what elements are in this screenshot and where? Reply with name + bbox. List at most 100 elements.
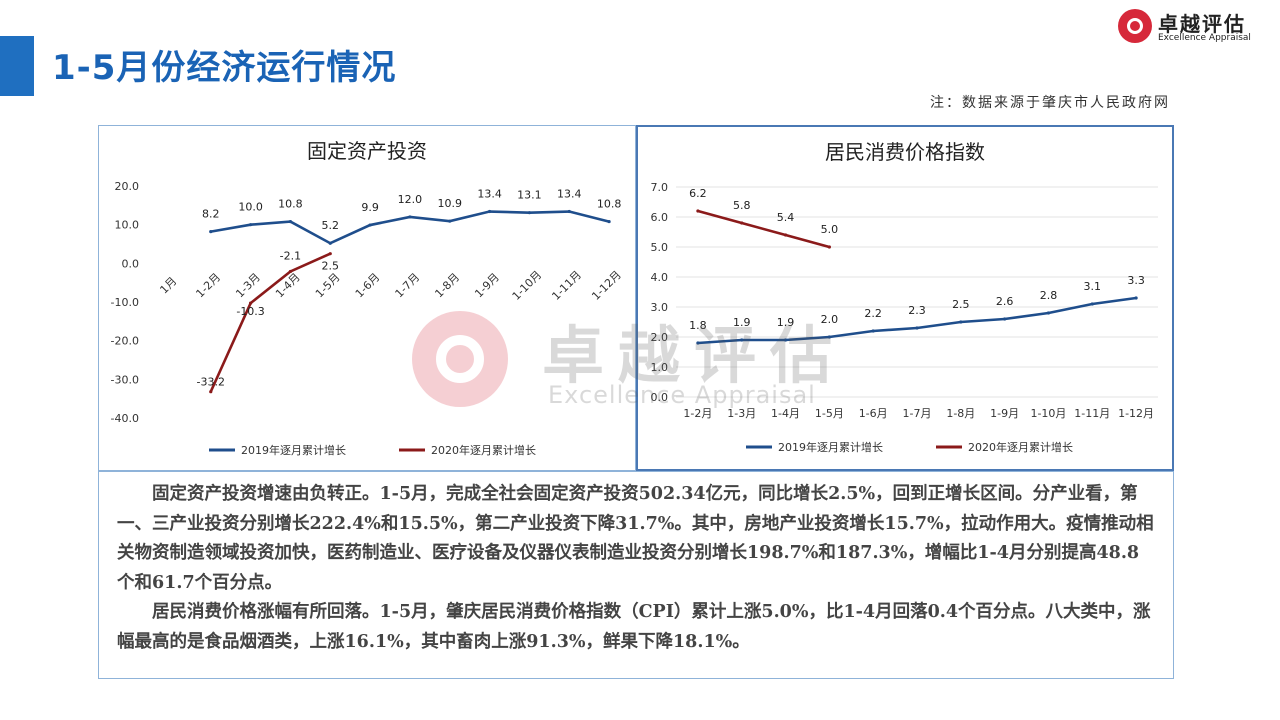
data-point bbox=[871, 329, 875, 333]
data-point bbox=[487, 209, 492, 214]
data-point bbox=[827, 335, 831, 339]
legend-entry-1: 2019年逐月累计增长 bbox=[241, 443, 346, 457]
data-label: 2.5 bbox=[952, 298, 970, 311]
x-category-label: 1-5月 bbox=[313, 271, 343, 301]
data-point bbox=[209, 230, 213, 234]
data-point bbox=[783, 233, 788, 237]
x-category-label: 1-7月 bbox=[393, 271, 423, 301]
data-point bbox=[248, 223, 253, 227]
analysis-text-box: 固定资产投资增速由负转正。1-5月，完成全社会固定资产投资502.34亿元，同比… bbox=[98, 471, 1174, 679]
y-tick-label: 4.0 bbox=[651, 271, 669, 284]
data-label: 13.4 bbox=[557, 188, 582, 201]
data-label: 1.8 bbox=[689, 319, 707, 332]
data-point bbox=[959, 320, 963, 324]
data-label: 10.0 bbox=[238, 201, 262, 214]
x-category-label: 1-11月 bbox=[549, 268, 584, 303]
cpi-chart: 居民消费价格指数 7.0 6.0 5.0 4.0 3.0 2.0 1.0 0.0 1-2月 1-3月… bbox=[651, 140, 1158, 454]
data-point bbox=[1090, 302, 1094, 306]
data-label: 10.8 bbox=[278, 198, 303, 211]
data-label: -33.2 bbox=[197, 376, 225, 389]
data-point bbox=[567, 209, 571, 214]
data-label: 10.8 bbox=[597, 198, 622, 211]
data-label: 1.9 bbox=[777, 316, 795, 329]
series-line-2 bbox=[209, 252, 331, 393]
data-point bbox=[209, 390, 213, 394]
data-label: 2.3 bbox=[908, 304, 926, 317]
data-label: 2.8 bbox=[1040, 289, 1058, 302]
x-category-label: 1-7月 bbox=[903, 407, 932, 420]
data-point bbox=[607, 219, 611, 224]
legend-entry-1: 2019年逐月累计增长 bbox=[778, 440, 883, 454]
chart-title: 固定资产投资 bbox=[307, 139, 427, 163]
x-category-label: 1-3月 bbox=[727, 407, 756, 420]
data-label: 12.0 bbox=[398, 193, 423, 206]
data-point bbox=[328, 241, 332, 245]
y-tick-label: 3.0 bbox=[651, 301, 669, 314]
data-point bbox=[328, 252, 332, 256]
y-tick-label: 7.0 bbox=[651, 181, 669, 194]
company-logo: 卓越评估 Excellence Appraisal bbox=[1118, 6, 1268, 46]
data-label: 5.4 bbox=[777, 211, 795, 224]
series-line-2 bbox=[697, 209, 830, 249]
data-point bbox=[696, 341, 700, 345]
analysis-paragraph-investment: 固定资产投资增速由负转正。1-5月，完成全社会固定资产投资502.34亿元，同比… bbox=[117, 484, 1154, 593]
x-category-label: 1-9月 bbox=[990, 407, 1019, 420]
chart-title: 居民消费价格指数 bbox=[825, 140, 985, 164]
data-point bbox=[1046, 311, 1051, 315]
x-category-label: 1-9月 bbox=[472, 271, 502, 301]
data-label: 5.2 bbox=[322, 219, 340, 232]
data-label: 2.0 bbox=[821, 313, 839, 326]
x-category-label: 1月 bbox=[157, 275, 179, 297]
x-category-label: 1-6月 bbox=[859, 407, 888, 420]
data-label: 6.2 bbox=[689, 187, 707, 200]
data-point bbox=[1134, 296, 1138, 300]
data-point bbox=[783, 338, 788, 342]
cpi-chart-panel: 居民消费价格指数 7.0 6.0 5.0 4.0 3.0 2.0 1.0 0.0 1-2月 1-3月… bbox=[636, 125, 1174, 471]
logo-name-en: Excellence Appraisal bbox=[1158, 33, 1251, 43]
data-point bbox=[448, 219, 452, 223]
y-tick-label: 10.0 bbox=[115, 219, 140, 232]
data-point bbox=[288, 219, 293, 224]
x-category-label: 1-8月 bbox=[432, 271, 462, 301]
data-label: 5.0 bbox=[821, 223, 839, 236]
legend-entry-2: 2020年逐月累计增长 bbox=[968, 440, 1073, 454]
source-note: 注：数据来源于肇庆市人民政府网 bbox=[930, 95, 1170, 111]
data-point bbox=[248, 301, 253, 305]
data-point bbox=[740, 338, 744, 342]
y-tick-label: -10.0 bbox=[111, 296, 139, 309]
x-category-label: 1-4月 bbox=[771, 407, 800, 420]
y-tick-label: 20.0 bbox=[115, 180, 140, 193]
data-label: 3.1 bbox=[1084, 280, 1102, 293]
data-label: 9.9 bbox=[361, 201, 379, 214]
y-tick-label: 1.0 bbox=[651, 361, 669, 374]
x-category-label: 1-10月 bbox=[510, 268, 545, 303]
data-point bbox=[740, 221, 744, 225]
y-tick-label: 0.0 bbox=[651, 391, 669, 404]
y-tick-label: -30.0 bbox=[111, 373, 139, 386]
data-label: 8.2 bbox=[202, 208, 220, 221]
data-label: -2.1 bbox=[280, 249, 301, 262]
y-tick-label: 0.0 bbox=[122, 257, 140, 270]
title-accent-bar bbox=[0, 36, 34, 96]
logo-mark-icon bbox=[1118, 9, 1152, 43]
x-category-label: 1-12月 bbox=[589, 268, 624, 303]
data-point bbox=[1003, 317, 1007, 321]
fixed-investment-chart-panel: 固定资产投资 20.0 10.0 0.0 -10.0 -20.0 -30.0 -40.0 1月 1… bbox=[98, 125, 636, 471]
x-category-label: 1-10月 bbox=[1030, 407, 1066, 420]
y-tick-label: -40.0 bbox=[111, 412, 139, 425]
page-title: 1-5月份经济运行情况 bbox=[52, 48, 397, 88]
x-category-label: 1-8月 bbox=[946, 407, 975, 420]
fixed-investment-chart: 固定资产投资 20.0 10.0 0.0 -10.0 -20.0 -30.0 -40.0 1月 1… bbox=[111, 139, 624, 457]
analysis-paragraph-cpi: 居民消费价格涨幅有所回落。1-5月，肇庆居民消费价格指数（CPI）累计上涨5.0… bbox=[117, 602, 1151, 652]
x-category-label: 1-5月 bbox=[815, 407, 844, 420]
y-tick-label: 6.0 bbox=[651, 211, 669, 224]
x-category-label: 1-4月 bbox=[273, 271, 303, 301]
data-label: 2.6 bbox=[996, 295, 1014, 308]
x-category-label: 1-6月 bbox=[353, 271, 383, 301]
data-label: 5.8 bbox=[733, 199, 751, 212]
data-point bbox=[527, 211, 532, 215]
data-label: 13.1 bbox=[517, 189, 542, 202]
x-category-label: 1-2月 bbox=[193, 271, 223, 301]
logo-name-cn: 卓越评估 bbox=[1158, 12, 1246, 36]
data-label: 2.2 bbox=[864, 307, 882, 320]
